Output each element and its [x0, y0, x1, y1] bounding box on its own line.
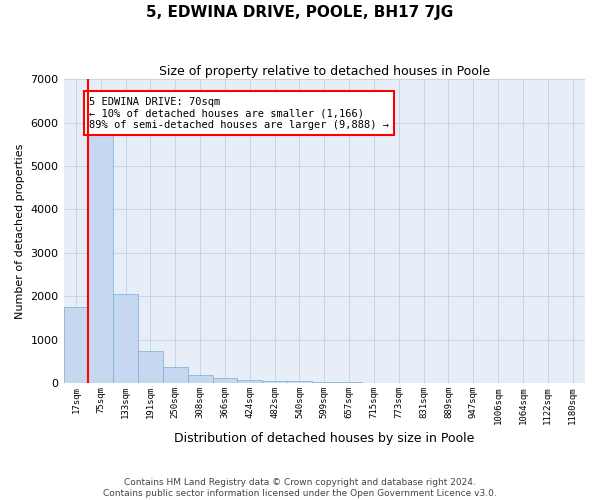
- Bar: [212, 378, 238, 384]
- Bar: [113, 294, 138, 384]
- Text: Contains HM Land Registry data © Crown copyright and database right 2024.
Contai: Contains HM Land Registry data © Crown c…: [103, 478, 497, 498]
- Bar: [163, 367, 188, 384]
- X-axis label: Distribution of detached houses by size in Poole: Distribution of detached houses by size …: [174, 432, 475, 445]
- Bar: [238, 380, 262, 384]
- Bar: [287, 382, 312, 384]
- Y-axis label: Number of detached properties: Number of detached properties: [15, 144, 25, 319]
- Bar: [138, 350, 163, 384]
- Bar: [88, 134, 113, 384]
- Bar: [262, 381, 287, 384]
- Text: 5 EDWINA DRIVE: 70sqm
← 10% of detached houses are smaller (1,166)
89% of semi-d: 5 EDWINA DRIVE: 70sqm ← 10% of detached …: [89, 96, 389, 130]
- Bar: [312, 382, 337, 384]
- Bar: [188, 375, 212, 384]
- Text: 5, EDWINA DRIVE, POOLE, BH17 7JG: 5, EDWINA DRIVE, POOLE, BH17 7JG: [146, 5, 454, 20]
- Title: Size of property relative to detached houses in Poole: Size of property relative to detached ho…: [159, 65, 490, 78]
- Bar: [337, 382, 362, 384]
- Bar: [362, 382, 386, 384]
- Bar: [64, 307, 88, 384]
